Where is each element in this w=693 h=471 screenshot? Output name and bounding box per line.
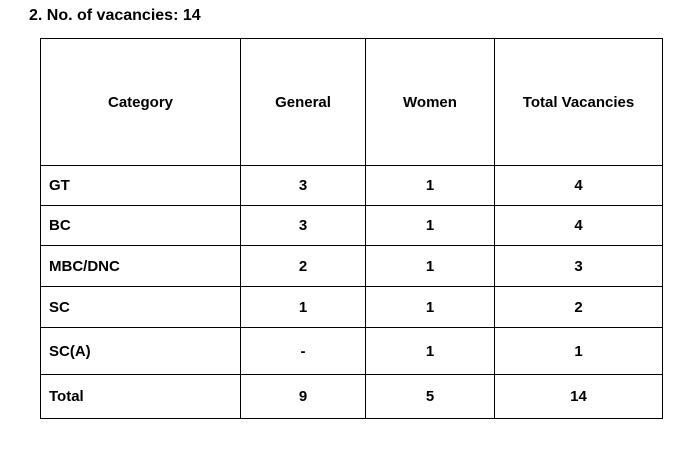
table-cell: 4: [494, 165, 663, 206]
table-row: Category General Women Total Vacancies: [40, 38, 663, 166]
table-cell: 3: [240, 205, 366, 246]
table-cell: 1: [365, 245, 495, 287]
table-cell: 1: [365, 327, 495, 375]
table-cell: Women: [365, 38, 495, 166]
table-row: BC 3 1 4: [40, 205, 663, 246]
heading: 2. No. of vacancies: 14: [29, 7, 201, 24]
table-cell: 3: [240, 165, 366, 206]
table-cell: 2: [494, 286, 663, 328]
table-cell: 1: [365, 205, 495, 246]
table-cell: 1: [365, 286, 495, 328]
table-cell: 9: [240, 374, 366, 419]
table-cell: 3: [494, 245, 663, 287]
vacancy-table: Category General Women Total Vacancies GT 3 1 4…: [40, 38, 663, 419]
table-cell: 1: [240, 286, 366, 328]
table-cell: 14: [494, 374, 663, 419]
table-cell: 5: [365, 374, 495, 419]
table-row: GT 3 1 4: [40, 165, 663, 206]
table-cell: -: [240, 327, 366, 375]
table-cell: 1: [494, 327, 663, 375]
table-cell: Category: [40, 38, 241, 166]
table-row: SC(A) -1 1: [40, 327, 663, 375]
table-cell: General: [240, 38, 366, 166]
table-cell: 4: [494, 205, 663, 246]
table-row: SC 1 1 2: [40, 286, 663, 328]
table-cell: 1: [365, 165, 495, 206]
table-row: MBC/DNC 2 1 3: [40, 245, 663, 287]
table-cell: BC: [40, 205, 241, 246]
table-row: Total 9 5 14: [40, 374, 663, 419]
table-cell: Total: [40, 374, 241, 419]
table-cell: Total Vacancies: [494, 38, 663, 166]
table-cell: SC: [40, 286, 241, 328]
table-cell: 2: [240, 245, 366, 287]
table-cell: GT: [40, 165, 241, 206]
table-cell: MBC/DNC: [40, 245, 241, 287]
table-cell: SC(A): [40, 327, 241, 375]
